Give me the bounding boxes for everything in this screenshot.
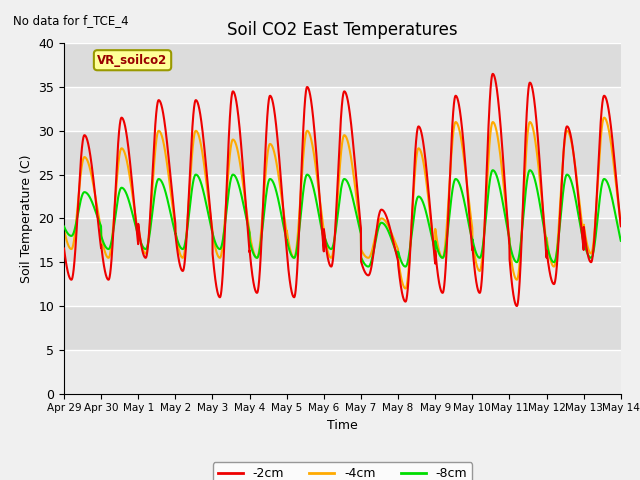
Bar — [64, 350, 621, 394]
Text: No data for f_TCE_4: No data for f_TCE_4 — [13, 14, 129, 27]
Bar — [64, 306, 621, 350]
Bar — [64, 87, 621, 131]
Legend: -2cm, -4cm, -8cm: -2cm, -4cm, -8cm — [212, 462, 472, 480]
Bar — [64, 131, 621, 175]
Y-axis label: Soil Temperature (C): Soil Temperature (C) — [20, 154, 33, 283]
Bar — [64, 175, 621, 218]
Bar — [64, 43, 621, 87]
Title: Soil CO2 East Temperatures: Soil CO2 East Temperatures — [227, 21, 458, 39]
X-axis label: Time: Time — [327, 419, 358, 432]
Bar — [64, 262, 621, 306]
Text: VR_soilco2: VR_soilco2 — [97, 54, 168, 67]
Bar — [64, 218, 621, 262]
